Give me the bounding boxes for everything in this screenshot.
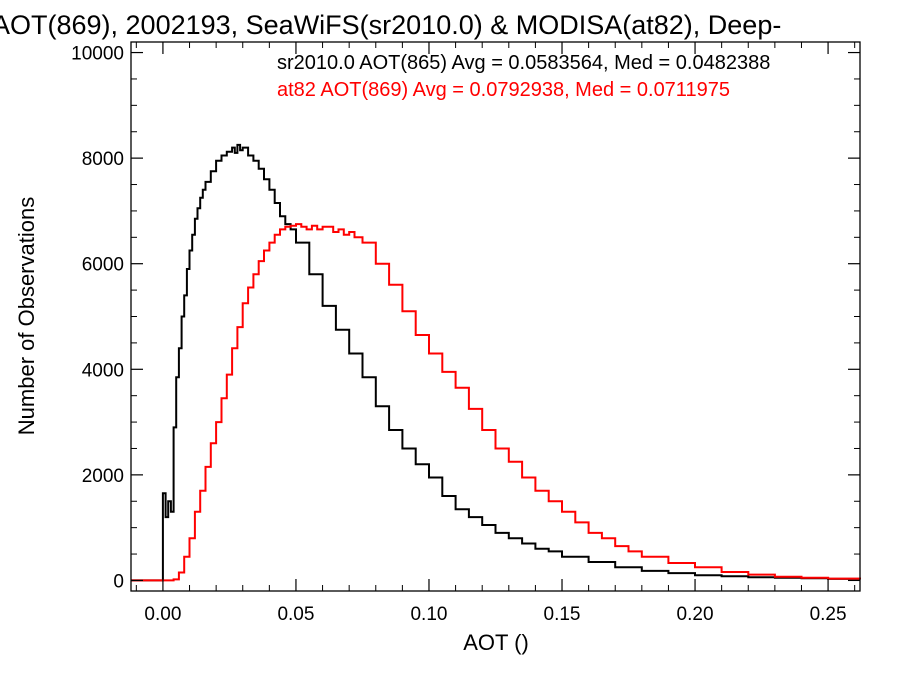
series-line-0 [131, 143, 861, 582]
x-tick-label: 0.25 [810, 604, 847, 625]
legend-entry-at82: at82 AOT(869) Avg = 0.0792938, Med = 0.0… [277, 79, 730, 101]
y-tick-label: 8000 [82, 149, 124, 170]
y-tick-label: 2000 [82, 466, 124, 487]
series-layer [131, 143, 861, 582]
x-axis-label: AOT () [463, 630, 529, 655]
x-tick-label: 0.20 [677, 604, 714, 625]
y-tick-label: 6000 [82, 255, 124, 276]
y-axis-label: Number of Observations [14, 197, 39, 435]
y-tick-label: 4000 [82, 360, 124, 381]
plot-frame [130, 41, 861, 592]
legend-entry-sr2010: sr2010.0 AOT(865) Avg = 0.0583564, Med =… [277, 52, 770, 74]
y-tick-label: 0 [113, 571, 124, 592]
x-tick-label: 0.05 [277, 604, 314, 625]
x-tick-label: 0.00 [144, 604, 181, 625]
x-tick-label: 0.15 [544, 604, 581, 625]
x-tick-label: 0.10 [410, 604, 447, 625]
ticks-layer: 0.00 0.05 0.10 0.15 0.20 0.25 0 2000 4000 6000 800… [71, 42, 860, 625]
chart-title: AOT(869), 2002193, SeaWiFS(sr2010.0) & M… [0, 10, 781, 40]
y-tick-label: 10000 [71, 44, 124, 65]
series-line-1 [131, 223, 861, 582]
